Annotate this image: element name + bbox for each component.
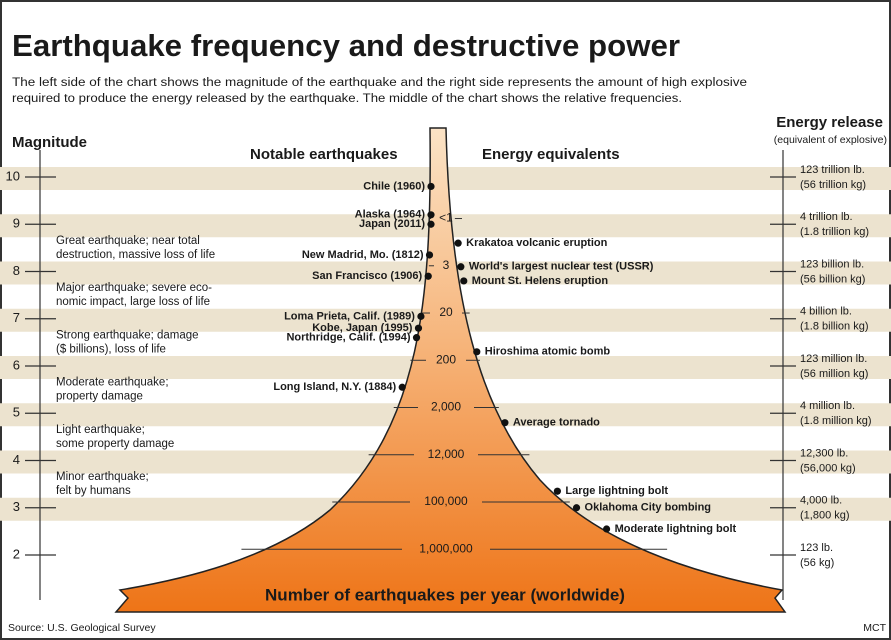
tick-label: 5 [13,405,20,420]
frequency-label: 12,000 [428,447,465,461]
earthquake-dot [427,220,435,228]
equivalent-label: Large lightning bolt [565,485,668,497]
source: Source: U.S. Geological Survey [8,622,156,634]
equivalent-dot [457,263,465,271]
equivalent-dot [553,487,561,495]
equivalents-header: Energy equivalents [482,146,620,163]
tick-label: 8 [13,263,20,278]
energy-release-label: (56 trillion kg) [800,179,866,191]
magnitude-description: Minor earthquake; [56,471,149,483]
earthquake-label: Japan (2011) [359,218,425,230]
magnitude-description: Moderate earthquake; [56,377,169,389]
title: Earthquake frequency and destructive pow… [12,28,680,63]
frequency-label: 3 [443,258,450,272]
magnitude-description: Major earthquake; severe eco- [56,282,212,294]
equivalent-label: Krakatoa volcanic eruption [466,237,607,249]
earthquake-label: Alaska (1964) [355,209,426,221]
earthquake-label: Long Island, N.Y. (1884) [273,381,396,393]
earthquake-dot [417,312,425,320]
energy-release-header: Energy release [776,114,883,131]
frequency-label: 20 [439,305,453,319]
description: The left side of the chart shows the mag… [12,77,747,89]
tick-label: 10 [6,168,20,183]
energy-release-label: (1.8 million kg) [800,415,872,427]
tick-label: 2 [13,546,20,561]
energy-release-label: 12,300 lb. [800,447,848,459]
magnitude-description: Great earthquake; near total [56,235,200,247]
energy-release-label: (1,800 kg) [800,510,850,522]
equivalent-dot [572,504,581,512]
equivalent-dot [473,348,481,356]
earthquake-dot [425,251,434,259]
magnitude-description: nomic impact, large loss of life [56,296,210,308]
magnitude-description: Strong earthquake; damage [56,329,199,341]
frequency-funnel [114,127,787,613]
magnitude-description: Light earthquake; [56,424,145,436]
energy-release-label: 4 million lb. [800,400,855,412]
energy-release-label: 123 lb. [800,542,833,554]
equivalent-label: Moderate lightning bolt [615,523,737,535]
earthquake-dot [427,211,435,219]
earthquake-label: New Madrid, Mo. (1812) [302,249,424,261]
equivalent-label: Average tornado [513,417,600,429]
magnitude-description: felt by humans [56,485,131,497]
energy-release-label: (56 million kg) [800,368,868,380]
energy-release-label: 123 million lb. [800,353,867,365]
earthquake-dot [414,324,423,332]
magnitude-header: Magnitude [12,134,87,151]
notable-header: Notable earthquakes [250,146,398,163]
energy-release-label: 4 billion lb. [800,306,852,318]
energy-release-label: 4 trillion lb. [800,211,853,223]
energy-release-note: (equivalent of explosive) [774,134,887,146]
earthquake-label: Northridge, Calif. (1994) [286,332,410,344]
equivalent-dot [501,419,509,427]
frequency-label: 100,000 [424,494,468,508]
energy-release-label: (56,000 kg) [800,462,856,474]
frequency-label: 1,000,000 [419,541,473,555]
equivalent-label: Oklahoma City bombing [585,502,712,514]
earthquake-label: Chile (1960) [363,180,425,192]
magnitude-description: some property damage [56,438,174,450]
earthquake-label: Kobe, Japan (1995) [312,322,413,334]
equivalent-dot [460,277,468,285]
energy-release-label: 4,000 lb. [800,495,842,507]
equivalent-label: Hiroshima atomic bomb [485,346,611,358]
credit: MCT [863,622,886,634]
magnitude-description: ($ billions), loss of life [56,343,166,355]
frequency-label: 2,000 [431,400,461,414]
tick-label: 4 [13,452,20,467]
content: 10 9 8 7 6 5 4 3 2 Great earthquake; near total de… [6,164,872,569]
tick-label: 7 [13,310,20,325]
magnitude-description: destruction, massive loss of life [56,249,215,261]
tick-label: 3 [13,499,20,514]
earthquake-label: Loma Prieta, Calif. (1989) [284,310,415,322]
energy-release-label: (56 billion kg) [800,273,865,285]
tick-label: 9 [13,216,20,231]
earthquake-dot [412,334,421,342]
energy-release-label: (1.8 billion kg) [800,321,868,333]
frequency-label: 200 [436,352,456,366]
equivalent-dot [602,525,611,533]
description: required to produce the energy released … [12,93,682,105]
tick-label: 6 [13,357,20,372]
bottom-label: Number of earthquakes per year (worldwid… [265,585,625,604]
frequency-label: <1 [439,211,453,225]
energy-release-label: 123 trillion lb. [800,164,865,176]
equivalent-label: Mount St. Helens eruption [472,275,609,287]
equivalent-dot [454,239,462,247]
energy-release-label: 123 billion lb. [800,258,864,270]
earthquake-dot [427,182,435,191]
energy-release-label: (1.8 trillion kg) [800,226,869,238]
earthquake-dot [398,383,406,391]
magnitude-description: property damage [56,391,143,403]
earthquake-dot [424,272,432,280]
energy-release-label: (56 kg) [800,557,834,569]
equivalent-label: World's largest nuclear test (USSR) [469,261,654,273]
earthquake-label: San Francisco (1906) [312,270,422,282]
